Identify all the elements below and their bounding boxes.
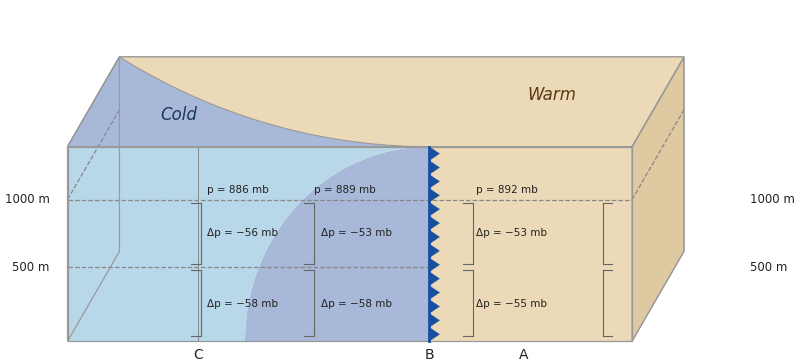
Polygon shape [429, 174, 439, 188]
Polygon shape [632, 57, 684, 341]
Polygon shape [67, 147, 429, 341]
Text: Δp = −53 mb: Δp = −53 mb [476, 229, 547, 238]
Polygon shape [429, 147, 439, 161]
Polygon shape [429, 258, 439, 272]
Polygon shape [429, 147, 632, 341]
Text: p = 886 mb: p = 886 mb [207, 185, 269, 194]
Polygon shape [429, 216, 439, 230]
Polygon shape [245, 147, 429, 341]
Polygon shape [119, 57, 684, 147]
Polygon shape [67, 57, 429, 147]
Text: Δp = −53 mb: Δp = −53 mb [321, 229, 391, 238]
Polygon shape [429, 313, 439, 327]
Text: C: C [193, 348, 202, 362]
Text: p = 892 mb: p = 892 mb [476, 185, 538, 194]
Polygon shape [429, 230, 439, 244]
Polygon shape [429, 327, 439, 341]
Polygon shape [429, 161, 439, 174]
Polygon shape [429, 300, 439, 313]
Text: 1000 m: 1000 m [5, 193, 50, 206]
Text: p = 889 mb: p = 889 mb [314, 185, 376, 194]
Text: Δp = −58 mb: Δp = −58 mb [207, 299, 278, 309]
Text: Warm: Warm [527, 86, 576, 104]
Text: Δp = −56 mb: Δp = −56 mb [207, 229, 278, 238]
Text: 500 m: 500 m [12, 261, 50, 274]
Polygon shape [67, 57, 684, 147]
Text: 1000 m: 1000 m [750, 193, 795, 206]
Polygon shape [429, 244, 439, 258]
Text: B: B [424, 348, 434, 362]
Polygon shape [67, 57, 119, 341]
Text: Cold: Cold [161, 106, 198, 124]
Polygon shape [429, 188, 439, 202]
Text: A: A [518, 348, 528, 362]
Text: 500 m: 500 m [750, 261, 787, 274]
Text: Δp = −58 mb: Δp = −58 mb [321, 299, 391, 309]
Text: Δp = −55 mb: Δp = −55 mb [476, 299, 547, 309]
Polygon shape [429, 286, 439, 300]
Polygon shape [429, 272, 439, 286]
Polygon shape [429, 202, 439, 216]
